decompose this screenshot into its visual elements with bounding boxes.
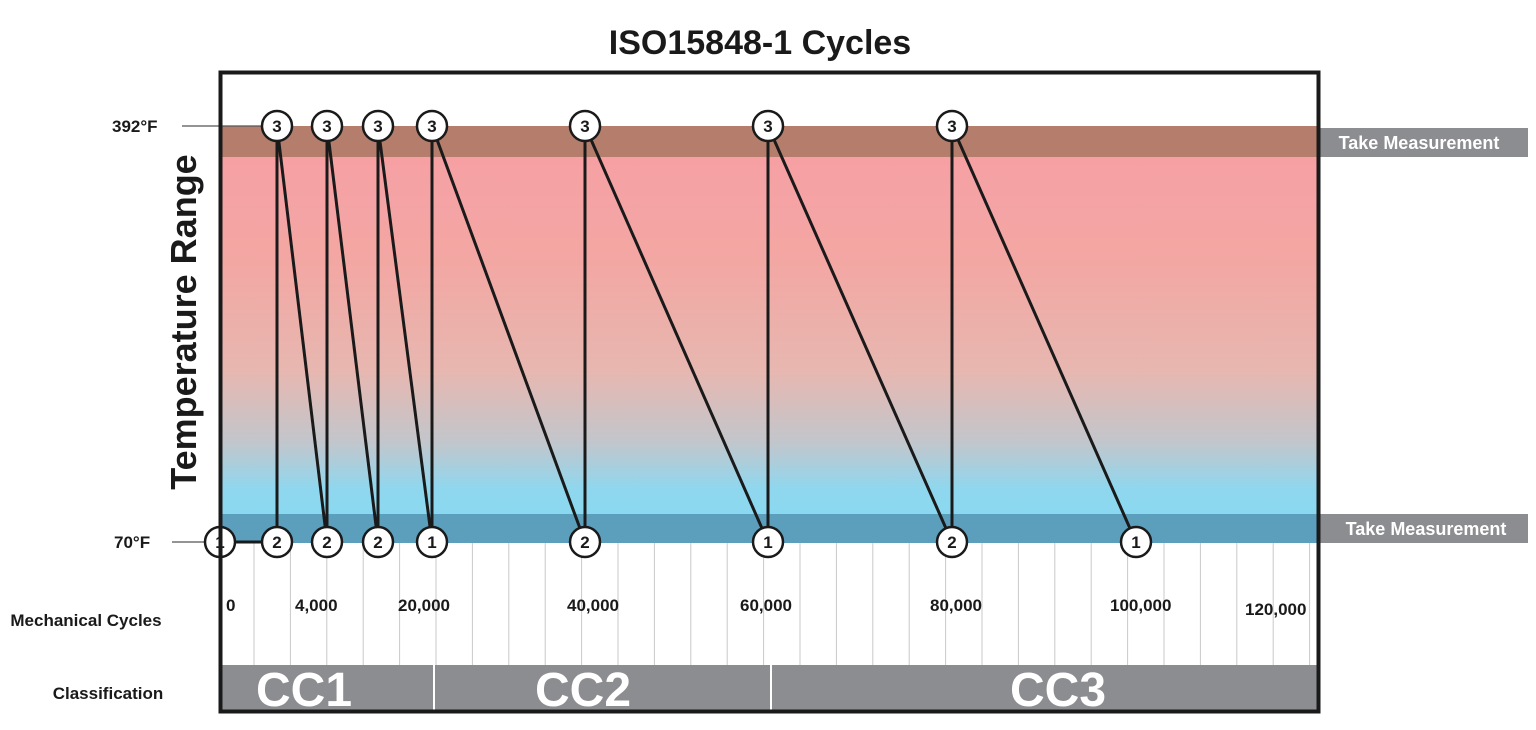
classification-cc3-label: CC3 (1010, 664, 1106, 717)
classification-cc1-label: CC1 (256, 664, 352, 717)
step-marker-number: 3 (373, 117, 382, 136)
step-marker-circle (751, 109, 785, 143)
y-axis-label: Temperature Range (163, 154, 204, 489)
cycle-path (220, 125, 1138, 544)
step-marker-number: 3 (272, 117, 281, 136)
cycle-path-segment (583, 125, 770, 543)
low-measurement-tag (1318, 514, 1528, 543)
cycle-path-segment (325, 125, 380, 543)
step-marker-number: 2 (947, 533, 956, 552)
step-marker-circle (1119, 525, 1153, 559)
low-temperature-label: 70°F (114, 533, 150, 552)
diagram-title: ISO15848-1 Cycles (609, 24, 911, 62)
tick-120000: 120,000 (1245, 600, 1306, 619)
step-marker-circle (310, 525, 344, 559)
cycle-path-segment (430, 125, 587, 543)
tick-4000: 4,000 (295, 596, 338, 615)
step-marker-number: 3 (947, 117, 956, 136)
cycle-path-segment (275, 125, 329, 543)
step-marker-number: 3 (427, 117, 436, 136)
step-marker-circle (310, 109, 344, 143)
cycle-grid (253, 543, 1311, 665)
step-marker-circle (260, 109, 294, 143)
step-marker-number: 1 (1131, 533, 1140, 552)
mechanical-cycles-label: Mechanical Cycles (10, 611, 161, 630)
tick-0: 0 (226, 596, 235, 615)
tick-80000: 80,000 (930, 596, 982, 615)
step-marker-circle (361, 525, 395, 559)
step-marker-number: 2 (373, 533, 382, 552)
diagram-frame (218, 70, 1321, 714)
step-marker-circle (751, 525, 785, 559)
tick-20000: 20,000 (398, 596, 450, 615)
step-marker-circle (260, 525, 294, 559)
high-measurement-label: Take Measurement (1339, 133, 1500, 153)
step-marker-number: 3 (322, 117, 331, 136)
step-marker-circle (935, 109, 969, 143)
classification-cc3-block (772, 665, 1318, 710)
step-marker-number: 2 (580, 533, 589, 552)
step-marker-circle (415, 525, 449, 559)
step-marker-circle (935, 525, 969, 559)
high-measurement-tag (1318, 128, 1528, 157)
step-marker-circle (568, 109, 602, 143)
step-marker-number: 3 (580, 117, 589, 136)
cycle-path-segment (950, 125, 1138, 543)
step-marker-number: 2 (272, 533, 281, 552)
tick-60000: 60,000 (740, 596, 792, 615)
cycle-path-segment (766, 125, 954, 543)
cycle-path-segment (376, 125, 434, 543)
classification-cc1-block (221, 665, 433, 710)
classification-row-label: Classification (53, 684, 164, 703)
tick-100000: 100,000 (1110, 596, 1171, 615)
step-marker-number: 1 (427, 533, 436, 552)
classification-cc2-label: CC2 (535, 664, 631, 717)
high-temperature-label: 392°F (112, 117, 158, 136)
step-marker-number: 3 (763, 117, 772, 136)
step-marker-number: 1 (763, 533, 772, 552)
step-marker-circle (415, 109, 449, 143)
step-marker-number: 2 (322, 533, 331, 552)
tick-40000: 40,000 (567, 596, 619, 615)
classification-cc2-block (435, 665, 770, 710)
step-marker-circle (361, 109, 395, 143)
step-marker-circle (568, 525, 602, 559)
low-measurement-label: Take Measurement (1346, 519, 1507, 539)
